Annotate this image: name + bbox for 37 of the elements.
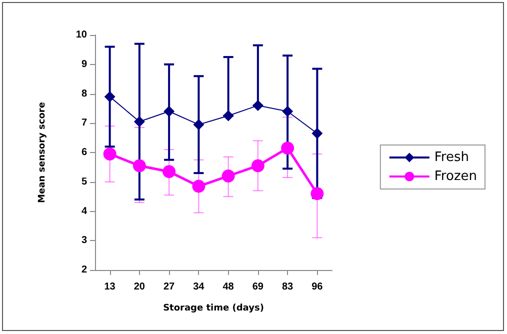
point: [222, 110, 234, 122]
y-tick-label: 8: [81, 88, 88, 100]
point: [103, 147, 116, 160]
legend-label: Fresh: [434, 150, 470, 165]
point: [104, 91, 116, 102]
y-tick-label: 5: [81, 176, 88, 188]
x-tick-label: 69: [252, 282, 264, 292]
point: [162, 165, 176, 178]
x-tick-label: 48: [222, 282, 234, 292]
x-tick-label: 34: [193, 282, 205, 292]
x-tick-label: 96: [312, 282, 324, 292]
point: [251, 159, 264, 172]
y-tick-label: 2: [81, 264, 88, 276]
y-tick-label: 4: [81, 206, 88, 217]
x-tick-label: 27: [164, 282, 176, 292]
point: [282, 106, 294, 117]
point: [222, 170, 235, 182]
point: [281, 142, 294, 155]
x-axis-title: Storage time (days): [163, 304, 264, 314]
point: [193, 119, 204, 130]
point: [252, 100, 264, 111]
x-tick-label: 13: [104, 282, 116, 292]
y-tick-label: 3: [81, 235, 88, 246]
point: [132, 159, 146, 172]
y-tick-label: 6: [81, 147, 88, 158]
x-tick-label: 20: [134, 282, 146, 292]
y-tick-label: 9: [81, 58, 88, 70]
point: [192, 180, 206, 193]
y-tick-label: 7: [81, 118, 88, 129]
point: [164, 106, 175, 117]
point: [134, 116, 145, 128]
point: [310, 187, 324, 200]
y-tick-label: 10: [76, 30, 88, 40]
legend-label: Frozen: [434, 169, 478, 184]
point: [312, 128, 323, 139]
x-tick-label: 83: [282, 282, 294, 292]
y-axis-title: Mean sensory score: [38, 102, 48, 203]
